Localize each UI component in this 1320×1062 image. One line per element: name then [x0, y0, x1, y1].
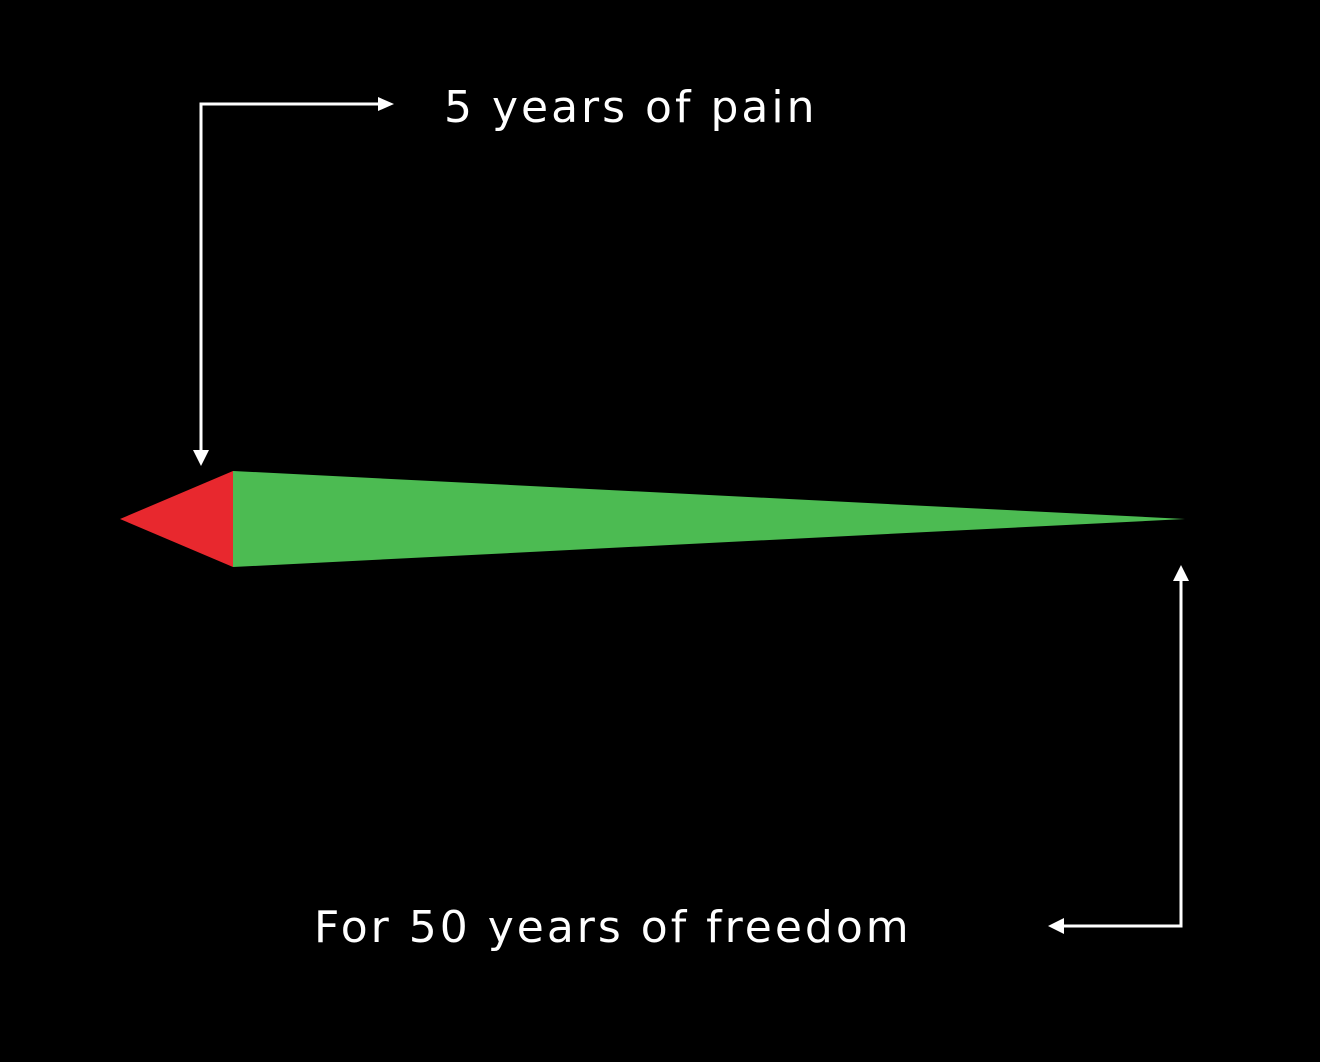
arrowhead-right-icon — [378, 97, 394, 111]
freedom-label: For 50 years of freedom — [314, 902, 912, 953]
pain-label: 5 years of pain — [444, 82, 818, 133]
arrowhead-left-icon — [1048, 918, 1064, 934]
pain-wedge — [120, 471, 233, 567]
freedom-connector-arrow — [1048, 565, 1189, 934]
freedom-wedge — [233, 471, 1185, 567]
arrowhead-down-icon — [193, 450, 209, 466]
pain-connector-arrow — [193, 97, 394, 466]
arrowhead-up-icon — [1173, 565, 1189, 581]
